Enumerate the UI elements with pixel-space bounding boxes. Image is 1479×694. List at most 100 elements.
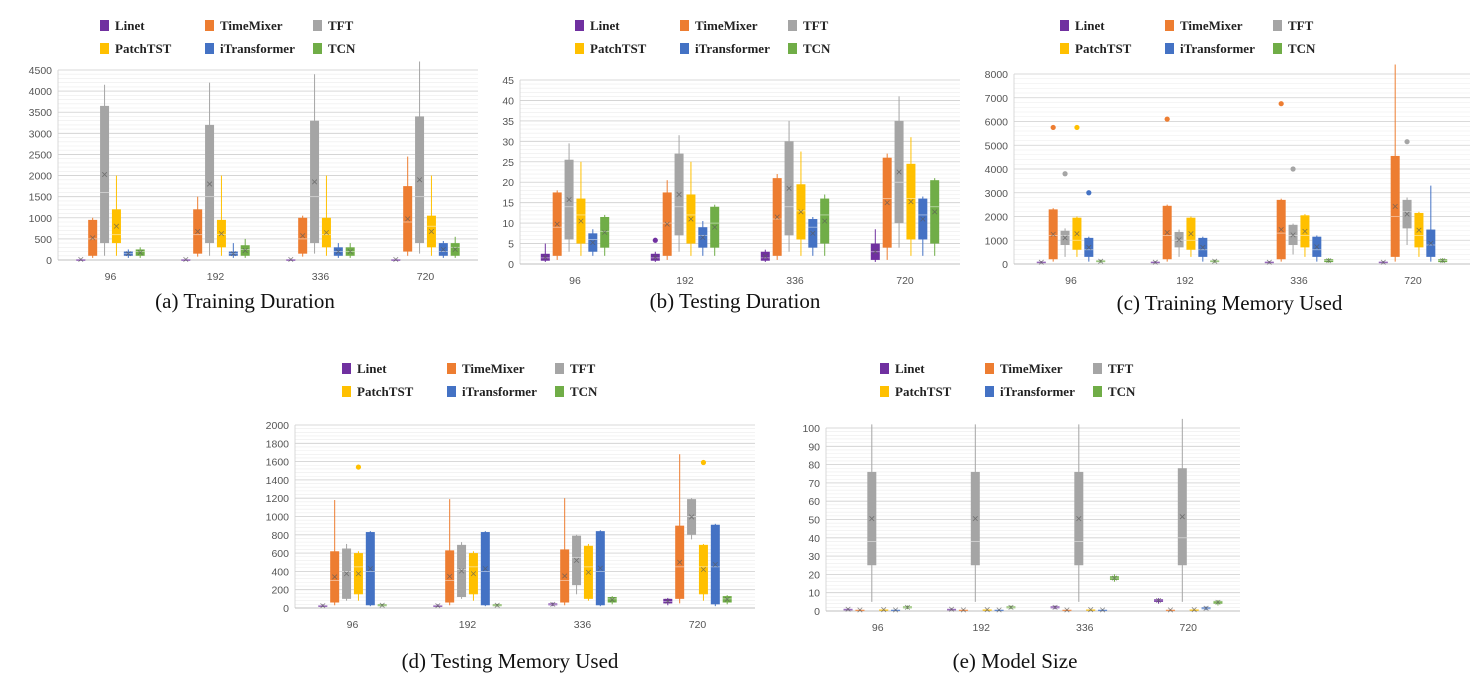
mean-marker <box>206 181 213 187</box>
box-patchtst-192 <box>686 161 696 256</box>
mean-marker <box>458 568 465 574</box>
box-patchtst-720 <box>906 137 916 256</box>
y-tick-label: 30 <box>808 551 820 563</box>
box-timemixer-192 <box>662 180 672 260</box>
y-tick-label: 600 <box>271 548 289 560</box>
mean-marker <box>470 571 477 577</box>
legend-swatch-tcn <box>1273 43 1282 54</box>
box-tft-192 <box>1174 229 1184 257</box>
box-tft-336 <box>1074 424 1084 602</box>
chart-panel-e: Linet TimeMixer TFT PatchTST iTransformer TCN… <box>780 355 1250 685</box>
legend-swatch-itransformer <box>985 386 994 397</box>
box-linet-336 <box>760 249 770 262</box>
y-tick-label: 100 <box>802 423 820 435</box>
box-timemixer-192 <box>445 499 455 606</box>
box-itransformer-96 <box>891 607 901 613</box>
y-tick-label: 1600 <box>266 457 290 469</box>
mean-marker <box>762 253 768 259</box>
box-linet-720 <box>663 597 673 606</box>
legend-swatch-linet <box>342 363 351 374</box>
x-tick-label: 720 <box>1179 622 1197 634</box>
legend-swatch-timemixer <box>1165 20 1174 31</box>
box-timemixer-96 <box>88 217 98 258</box>
box-tft-192 <box>457 542 467 599</box>
mean-marker <box>78 256 84 263</box>
legend-label-patchtst: PatchTST <box>895 384 952 399</box>
y-tick-label: 1000 <box>29 213 53 225</box>
y-tick-label: 40 <box>502 95 514 107</box>
mean-marker <box>932 209 938 215</box>
legend-label-linet: Linet <box>895 361 925 376</box>
y-tick-label: 0 <box>508 259 514 271</box>
mean-marker <box>379 602 385 608</box>
box-patchtst-720 <box>1189 607 1199 613</box>
box-tft-192 <box>970 424 980 602</box>
legend-label-itransformer: iTransformer <box>220 41 295 56</box>
x-tick-label: 720 <box>689 619 707 631</box>
y-tick-label: 15 <box>502 198 514 210</box>
box-tcn-96 <box>600 214 610 256</box>
mean-marker <box>1099 607 1106 613</box>
x-tick-label: 720 <box>1404 275 1422 287</box>
box-plots <box>540 96 940 262</box>
mean-marker <box>609 597 615 603</box>
legend-label-tft: TFT <box>803 18 829 33</box>
mean-marker <box>960 607 967 613</box>
legend-swatch-patchtst <box>575 43 584 54</box>
legend-swatch-tft <box>313 20 322 31</box>
box-timemixer-336 <box>560 498 570 606</box>
mean-marker <box>288 256 294 263</box>
box-linet-192 <box>1150 259 1160 265</box>
box-patchtst-192 <box>982 607 992 613</box>
y-tick-label: 2000 <box>985 212 1009 224</box>
y-tick-label: 800 <box>271 530 289 542</box>
box-tcn-96 <box>135 247 145 258</box>
chart-c-svg: Linet TimeMixer TFT PatchTST iTransformer TCN… <box>985 18 1470 287</box>
mean-marker <box>1088 607 1094 613</box>
box-tft-336 <box>784 120 794 252</box>
box-linet-192 <box>650 251 660 262</box>
box-tft-720 <box>1402 197 1412 245</box>
mean-marker <box>724 596 730 602</box>
gridlines: 0 10 20 30 40 50 60 70 80 90 100 <box>802 423 1240 618</box>
mean-marker <box>996 607 1002 613</box>
box-itransformer-192 <box>994 607 1004 613</box>
y-tick-label: 3000 <box>985 188 1009 200</box>
box-timemixer-720 <box>675 454 685 604</box>
box-itransformer-96 <box>1084 236 1094 262</box>
y-tick-label: 90 <box>808 441 820 453</box>
y-tick-label: 10 <box>502 218 514 230</box>
mean-marker <box>869 516 875 522</box>
mean-marker <box>554 221 560 227</box>
mean-marker <box>218 231 225 237</box>
mean-marker <box>664 221 670 227</box>
chart-panel-d: Linet TimeMixer TFT PatchTST iTransformer TCN… <box>250 355 770 685</box>
x-tick-label: 720 <box>896 275 914 287</box>
y-tick-label: 70 <box>808 478 820 490</box>
y-tick-label: 2500 <box>29 149 53 161</box>
mean-marker <box>1062 235 1068 241</box>
y-tick-label: 0 <box>283 603 289 615</box>
legend: Linet TimeMixer TFT PatchTST iTransformer TCN <box>1060 18 1316 56</box>
legend-label-itransformer: iTransformer <box>695 41 770 56</box>
box-timemixer-96 <box>552 190 562 260</box>
legend-swatch-patchtst <box>880 386 889 397</box>
mean-marker <box>347 248 353 255</box>
mean-marker <box>972 516 978 522</box>
y-tick-label: 0 <box>814 606 820 618</box>
mean-marker <box>1167 607 1174 613</box>
box-itransformer-336 <box>808 216 818 256</box>
mean-marker <box>1188 231 1194 237</box>
box-tcn-192 <box>1006 604 1016 610</box>
box-itransformer-336 <box>595 530 605 607</box>
mean-marker <box>542 254 548 260</box>
box-tft-720 <box>687 498 697 540</box>
x-tick-label: 192 <box>459 619 477 631</box>
y-tick-label: 4000 <box>29 86 53 98</box>
mean-marker <box>590 239 596 246</box>
legend-swatch-tft <box>555 363 564 374</box>
gridlines: 0 5 10 15 20 25 30 35 40 45 <box>502 75 960 271</box>
mean-marker <box>798 209 804 215</box>
mean-marker <box>452 246 458 253</box>
mean-marker <box>573 557 580 564</box>
